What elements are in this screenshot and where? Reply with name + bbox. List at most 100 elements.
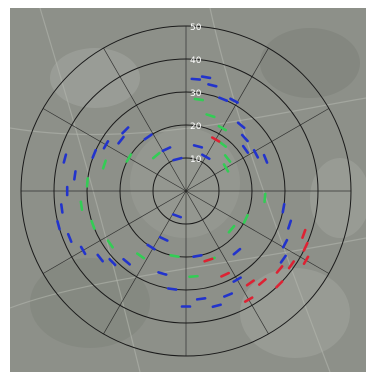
blue-mark <box>241 144 250 154</box>
polar-grid <box>20 25 352 357</box>
blue-marks-layer <box>56 75 293 309</box>
blue-mark <box>207 83 218 88</box>
azimuth-spoke <box>185 47 269 192</box>
green-mark <box>125 153 133 163</box>
blue-mark <box>108 257 117 267</box>
blue-mark <box>211 303 222 309</box>
blue-mark <box>172 156 183 162</box>
azimuth-spoke <box>185 190 269 335</box>
red-mark <box>243 296 254 303</box>
terrain-track <box>39 8 141 372</box>
blue-mark <box>143 133 153 141</box>
blue-mark <box>91 148 98 159</box>
blue-mark <box>281 238 289 249</box>
blue-mark <box>117 135 125 145</box>
green-marks-layer <box>79 97 267 279</box>
blue-mark <box>287 219 293 230</box>
blue-mark <box>192 254 203 258</box>
red-mark <box>210 136 221 143</box>
azimuth-spoke <box>185 108 330 192</box>
terrain-patch <box>310 158 366 238</box>
terrain-patch <box>50 48 140 108</box>
green-mark <box>106 239 114 249</box>
green-mark <box>223 154 232 163</box>
red-mark <box>257 278 267 286</box>
green-mark <box>151 151 161 160</box>
blue-mark <box>62 153 68 164</box>
green-mark <box>222 163 230 173</box>
blue-mark <box>262 153 269 164</box>
azimuth-spoke <box>42 108 187 192</box>
blue-mark <box>195 296 207 301</box>
blue-mark <box>73 170 77 181</box>
blue-mark <box>229 97 239 104</box>
blue-mark <box>200 75 212 80</box>
ring-labels: 10 20 30 40 50 <box>190 23 202 165</box>
polar-grid-overlay: 10 20 30 40 50 <box>10 8 366 372</box>
ring-label-40: 40 <box>190 56 202 66</box>
green-mark <box>79 200 84 211</box>
blue-mark <box>122 257 131 266</box>
green-mark <box>205 113 216 119</box>
red-mark <box>302 255 310 266</box>
blue-mark <box>281 202 286 214</box>
ring-label-50: 50 <box>190 23 202 33</box>
blue-mark <box>161 146 172 153</box>
blue-mark <box>96 253 104 263</box>
blue-mark <box>218 96 229 103</box>
green-mark <box>242 213 249 224</box>
blue-mark <box>158 235 169 242</box>
blue-mark <box>157 271 168 276</box>
green-mark <box>188 274 199 279</box>
red-mark <box>301 228 307 239</box>
blue-mark <box>279 254 287 264</box>
blue-mark <box>252 148 260 159</box>
blue-mark <box>223 292 234 298</box>
azimuth-spoke <box>42 190 187 274</box>
ring-label-20: 20 <box>190 122 202 132</box>
terrain-patch <box>260 28 360 98</box>
terrain-track <box>209 8 331 372</box>
blue-mark <box>146 243 156 251</box>
blue-mark <box>236 121 246 130</box>
red-marks-layer <box>203 136 310 303</box>
red-mark <box>220 271 230 278</box>
green-mark <box>90 219 96 230</box>
blue-mark <box>192 144 204 149</box>
blue-mark <box>59 203 64 214</box>
blue-mark <box>201 153 211 161</box>
red-mark <box>275 265 284 274</box>
green-mark <box>193 97 205 102</box>
azimuth-spoke <box>103 47 187 192</box>
green-mark <box>101 159 107 170</box>
green-mark <box>263 192 267 204</box>
green-mark <box>135 252 146 260</box>
green-mark <box>169 254 180 258</box>
green-mark <box>85 177 90 188</box>
blue-mark <box>240 133 249 143</box>
blue-mark <box>171 213 183 219</box>
blue-mark <box>102 140 110 150</box>
red-mark <box>302 241 309 252</box>
red-mark <box>203 257 214 263</box>
terrain-patch <box>240 268 350 358</box>
blue-mark <box>56 220 61 231</box>
blue-mark <box>79 245 87 256</box>
ring-label-30: 30 <box>190 89 202 99</box>
terrain-patch <box>30 258 150 348</box>
red-mark <box>287 260 296 270</box>
blue-mark <box>66 232 73 243</box>
blue-mark <box>232 276 242 283</box>
terrain-track <box>10 97 366 136</box>
ring-label-10: 10 <box>190 155 202 165</box>
red-mark <box>275 280 284 289</box>
blue-mark <box>190 77 202 81</box>
green-mark <box>218 140 228 148</box>
red-mark <box>245 279 255 287</box>
blue-mark <box>232 247 242 256</box>
polar-map-view[interactable]: 10 20 30 40 50 <box>10 8 366 372</box>
green-mark <box>217 124 228 132</box>
blue-mark <box>121 126 130 135</box>
green-mark <box>227 224 236 234</box>
